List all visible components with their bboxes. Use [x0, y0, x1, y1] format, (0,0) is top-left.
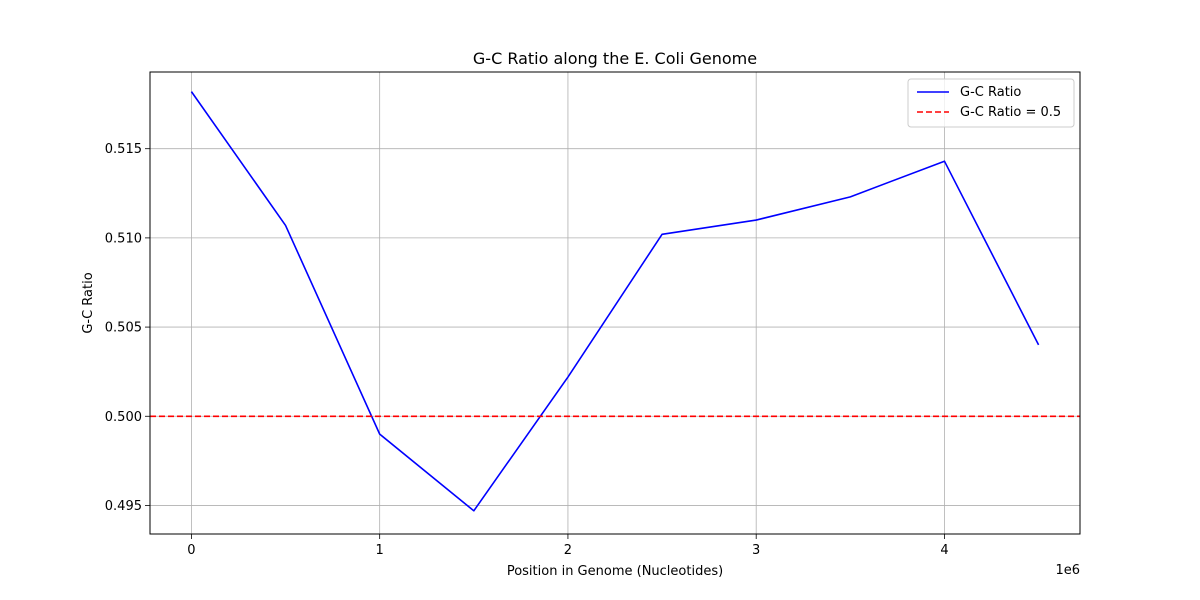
- x-axis-label: Position in Genome (Nucleotides): [507, 564, 723, 579]
- chart-title: G-C Ratio along the E. Coli Genome: [473, 49, 757, 68]
- y-tick-label: 0.500: [105, 410, 142, 425]
- x-tick-label: 3: [752, 543, 760, 558]
- y-tick-label: 0.505: [105, 321, 142, 336]
- legend-label-threshold: G-C Ratio = 0.5: [960, 105, 1061, 120]
- plot-area: [150, 72, 1080, 534]
- series-line-gc-ratio: [190, 91, 1040, 512]
- x-tick-label: 0: [187, 543, 195, 558]
- legend-label-gc-ratio: G-C Ratio: [960, 85, 1021, 100]
- ticks: 0 1 2 3 4 0.495 0.500 0.505 0.510 0.515: [105, 142, 949, 558]
- legend-box: [907, 78, 1075, 128]
- x-axis-offset-label: 1e6: [1055, 563, 1080, 578]
- y-tick-label: 0.495: [105, 499, 142, 514]
- y-tick-label: 0.510: [105, 231, 142, 246]
- x-tick-label: 1: [376, 543, 384, 558]
- x-tick-label: 4: [940, 543, 948, 558]
- y-tick-label: 0.515: [105, 142, 142, 157]
- y-axis-label: G-C Ratio: [81, 272, 96, 333]
- plot-frame: [149, 71, 1081, 535]
- data-layer: [150, 91, 1080, 512]
- legend: G-C Ratio G-C Ratio = 0.5: [907, 78, 1075, 128]
- x-tick-label: 2: [564, 543, 572, 558]
